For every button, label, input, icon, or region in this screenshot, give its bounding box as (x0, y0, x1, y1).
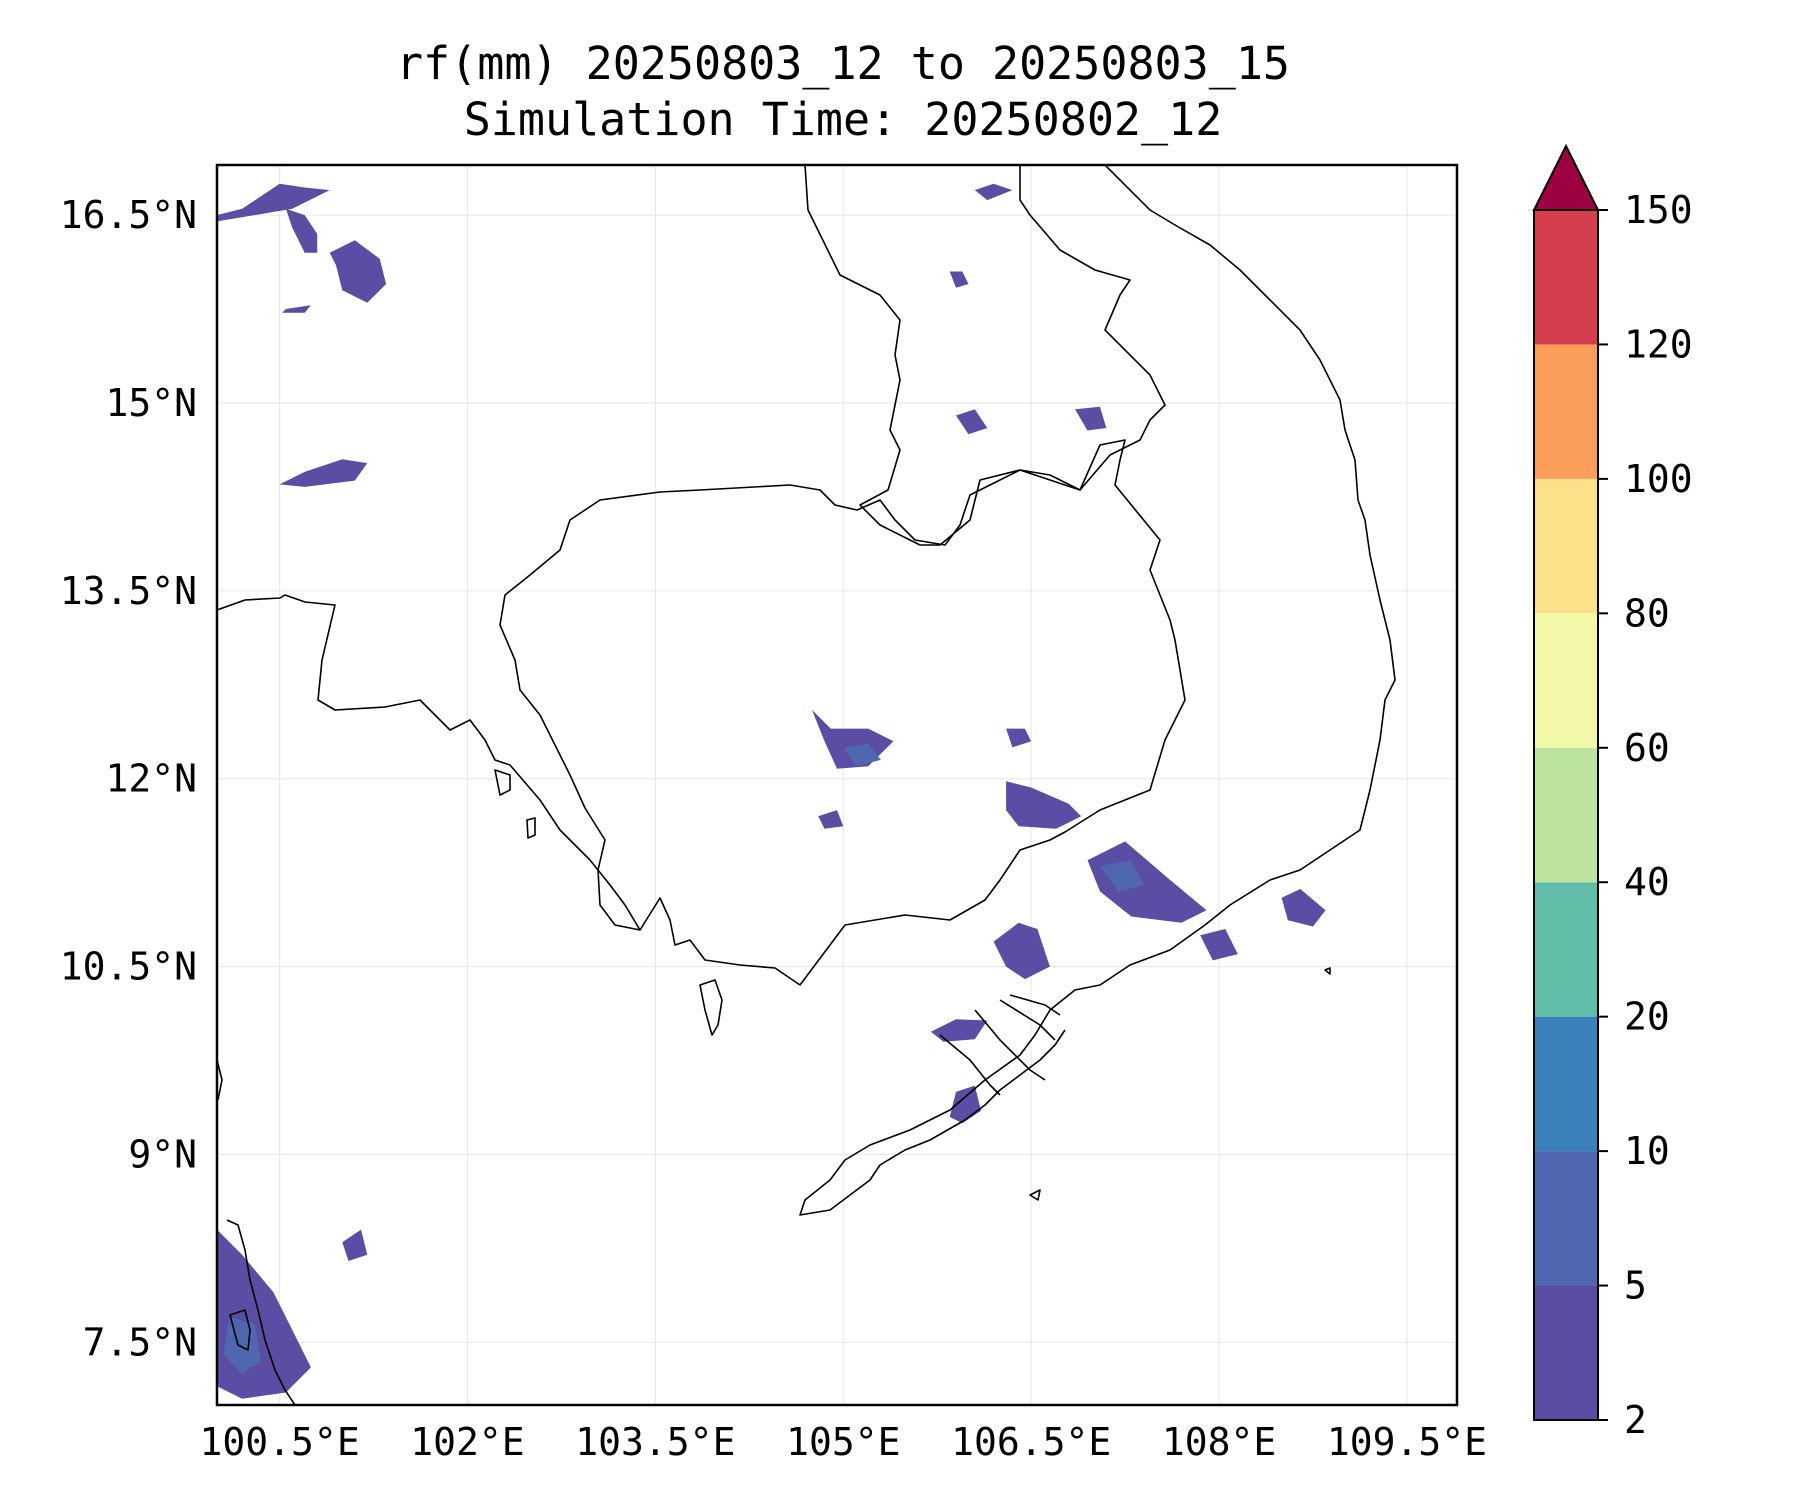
lat-tick-label: 16.5°N (60, 193, 197, 237)
island-small-1 (1029, 1189, 1041, 1201)
lon-tick-label: 108°E (1162, 1420, 1276, 1464)
island-koh-kong (494, 769, 511, 796)
colorbar-segment (1534, 1285, 1598, 1420)
colorbar-segment (1534, 478, 1598, 614)
malay-island (229, 1309, 251, 1351)
lon-tick-label: 102°E (410, 1420, 524, 1464)
colorbar-frame (1533, 209, 1599, 1421)
lon-tick-label: 109.5°E (1327, 1420, 1487, 1464)
rain-area (279, 459, 368, 487)
lat-tick-label: 10.5°N (60, 945, 197, 989)
colorbar-segment (1534, 210, 1598, 345)
delta-channel-4 (1009, 994, 1061, 1016)
rain-area (1006, 781, 1082, 829)
lat-tick-label: 12°N (105, 757, 197, 801)
colorbar-segment (1534, 613, 1598, 748)
rain-area (1075, 406, 1107, 431)
rain-area (974, 183, 1013, 201)
rain-area (930, 1019, 988, 1042)
rain-area (329, 240, 387, 303)
rain-area (1100, 860, 1144, 892)
colorbar-label: 5 (1624, 1264, 1647, 1308)
rain-area (818, 810, 844, 829)
colorbar-label: 120 (1624, 322, 1693, 366)
lat-tick-label: 9°N (128, 1132, 197, 1176)
lon-tick-label: 105°E (786, 1420, 900, 1464)
rain-area (1006, 728, 1032, 748)
colorbar-label: 2 (1624, 1398, 1647, 1442)
malay-peninsula-coast (226, 1219, 296, 1405)
lon-tick-label: 106.5°E (951, 1420, 1111, 1464)
rain-area (949, 271, 969, 288)
lat-tick-label: 7.5°N (83, 1320, 197, 1364)
rain-area (1087, 841, 1207, 923)
laos-border (804, 165, 1166, 546)
rain-area (342, 1229, 368, 1261)
delta-channel-3 (999, 999, 1056, 1041)
cambodia-border (499, 439, 1186, 986)
rain-area (956, 409, 988, 435)
rain-area (223, 1317, 261, 1374)
delta-channel-1 (939, 1034, 1001, 1096)
vietnam-coast (799, 165, 1396, 1216)
rain-area (217, 183, 330, 222)
colorbar-segment (1534, 1016, 1598, 1152)
rain-area (285, 208, 318, 253)
rain-layer (217, 183, 1326, 1399)
colorbar-label: 150 (1624, 188, 1693, 232)
colorbar-label: 10 (1624, 1129, 1670, 1173)
colorbar-segment (1534, 344, 1598, 479)
island-small-3 (526, 817, 536, 839)
colorbar: 2 5 10 20 40 60 80 100 120 150 (1532, 143, 1693, 1442)
rain-area (1281, 889, 1326, 927)
rain-area (993, 922, 1050, 980)
lat-tick-label: 15°N (105, 381, 197, 425)
colorbar-label: 40 (1624, 860, 1670, 904)
colorbar-label: 60 (1624, 726, 1670, 770)
lat-tick-label: 13.5°N (60, 569, 197, 613)
colorbar-label: 80 (1624, 591, 1670, 635)
lon-tick-label: 100.5°E (200, 1420, 360, 1464)
thailand-border (217, 594, 641, 931)
island-phu-quoc (699, 979, 723, 1036)
latitude-tick-labels: 16.5°N 15°N 13.5°N 12°N 10.5°N 9°N 7.5°N (60, 193, 197, 1364)
colorbar-segment (1534, 1151, 1598, 1286)
rain-area (282, 305, 311, 313)
colorbar-label: 20 (1624, 995, 1670, 1039)
title-line-1: rf(mm) 20250803_12 to 20250803_15 (396, 37, 1290, 90)
island-small-2 (1324, 967, 1331, 975)
map-panel: 100.5°E 102°E 103.5°E 105°E 106.5°E 108°E 109.… (60, 163, 1487, 1464)
colorbar-segment (1534, 882, 1598, 1017)
colorbar-extend-triangle (1532, 143, 1600, 211)
longitude-tick-labels: 100.5°E 102°E 103.5°E 105°E 106.5°E 108°E 109.… (200, 1420, 1487, 1464)
coastlines-and-borders (217, 165, 1396, 1405)
map-background (217, 165, 1457, 1405)
lon-tick-label: 103.5°E (575, 1420, 735, 1464)
thai-west-coast (217, 1059, 223, 1101)
colorbar-segment (1534, 747, 1598, 883)
title-line-2: Simulation Time: 20250802_12 (464, 93, 1223, 146)
rain-area (1200, 929, 1238, 961)
gridlines (217, 165, 1457, 1405)
colorbar-label: 100 (1624, 457, 1693, 501)
map-frame (215, 163, 1459, 1407)
delta-channel-2 (974, 1009, 1046, 1081)
rain-area (843, 743, 881, 767)
